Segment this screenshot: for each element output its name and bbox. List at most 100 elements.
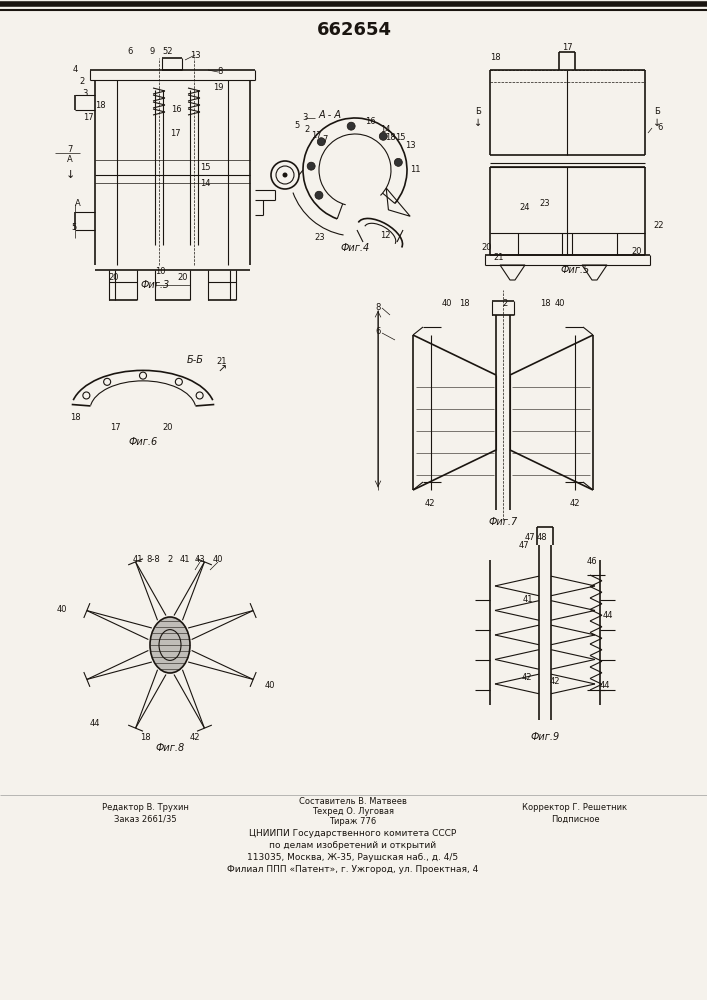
Text: 23: 23	[315, 232, 325, 241]
Text: Фиг.9: Фиг.9	[530, 732, 560, 742]
Text: ↓: ↓	[65, 170, 75, 180]
Circle shape	[347, 122, 355, 130]
Text: Фиг.3: Фиг.3	[141, 280, 170, 290]
Text: 20: 20	[632, 247, 642, 256]
Text: Редактор В. Трухин: Редактор В. Трухин	[102, 802, 189, 812]
Circle shape	[283, 172, 288, 178]
Text: 41: 41	[133, 556, 144, 564]
Text: А: А	[67, 155, 73, 164]
Text: Составитель В. Матвеев: Составитель В. Матвеев	[299, 796, 407, 806]
Text: 42: 42	[550, 678, 560, 686]
Text: 8-8: 8-8	[146, 556, 160, 564]
Text: 42: 42	[522, 672, 532, 682]
Text: 5: 5	[71, 223, 76, 232]
Text: 52: 52	[163, 47, 173, 56]
Text: 19: 19	[213, 84, 223, 93]
Text: ↓: ↓	[474, 118, 482, 128]
Text: 7: 7	[322, 135, 327, 144]
Text: 13: 13	[189, 50, 200, 60]
Text: 18: 18	[539, 298, 550, 308]
Text: 23: 23	[539, 198, 550, 208]
Text: Корректор Г. Решетник: Корректор Г. Решетник	[522, 802, 628, 812]
Text: 42: 42	[570, 498, 580, 508]
Text: 14: 14	[200, 178, 210, 188]
Text: 4: 4	[72, 66, 78, 75]
Text: 11: 11	[410, 165, 420, 174]
Text: 2: 2	[168, 556, 173, 564]
Text: 13: 13	[404, 140, 415, 149]
Text: А - А: А - А	[318, 110, 341, 120]
Text: Фиг.4: Фиг.4	[340, 243, 370, 253]
Text: Фиг.5: Фиг.5	[561, 265, 590, 275]
Text: 22: 22	[654, 221, 665, 230]
Text: ↓: ↓	[653, 118, 661, 128]
Text: 2: 2	[305, 125, 310, 134]
Text: Б: Б	[475, 107, 481, 116]
Text: по делам изобретений и открытий: по делам изобретений и открытий	[269, 840, 436, 850]
Text: 2: 2	[79, 78, 85, 87]
Circle shape	[307, 162, 315, 170]
Text: 21: 21	[493, 253, 504, 262]
Text: 44: 44	[90, 718, 100, 728]
Text: Фиг.8: Фиг.8	[156, 743, 185, 753]
Circle shape	[317, 138, 325, 146]
Text: Заказ 2661/35: Заказ 2661/35	[114, 814, 176, 824]
Text: Б: Б	[654, 107, 660, 116]
Text: 9: 9	[149, 47, 155, 56]
Text: 5: 5	[294, 120, 300, 129]
Circle shape	[315, 191, 323, 199]
Text: 3: 3	[82, 89, 88, 98]
Text: 40: 40	[442, 298, 452, 308]
Text: 20: 20	[163, 424, 173, 432]
Text: ↗: ↗	[217, 365, 227, 375]
Text: Техред О. Луговая: Техред О. Луговая	[312, 806, 394, 816]
Text: 2: 2	[503, 298, 508, 308]
Text: 24: 24	[520, 204, 530, 213]
Text: 17: 17	[83, 113, 93, 122]
Text: 48: 48	[537, 534, 547, 542]
Text: 40: 40	[264, 680, 275, 690]
Text: 47: 47	[525, 534, 535, 542]
Text: 113035, Москва, Ж-35, Раушская наб., д. 4/5: 113035, Москва, Ж-35, Раушская наб., д. …	[247, 852, 459, 861]
Text: 18: 18	[385, 133, 395, 142]
Text: 44: 44	[603, 610, 613, 619]
Text: 6: 6	[127, 47, 133, 56]
Text: 20: 20	[177, 273, 188, 282]
Text: Фиг.6: Фиг.6	[129, 437, 158, 447]
Text: 17: 17	[561, 43, 572, 52]
Text: 6: 6	[658, 123, 662, 132]
Text: Тираж 776: Тираж 776	[329, 816, 377, 826]
Text: 17: 17	[310, 130, 321, 139]
Text: 15: 15	[395, 133, 405, 142]
Text: 42: 42	[189, 734, 200, 742]
Text: Подписное: Подписное	[551, 814, 600, 824]
Text: Фиг.7: Фиг.7	[489, 517, 518, 527]
Text: 6: 6	[375, 328, 380, 336]
Text: 662654: 662654	[317, 21, 392, 39]
Text: 41: 41	[180, 556, 190, 564]
Text: 20: 20	[109, 273, 119, 282]
Text: 12: 12	[380, 231, 390, 239]
Text: 16: 16	[365, 117, 375, 126]
Text: А: А	[75, 198, 81, 208]
Text: 21: 21	[217, 358, 227, 366]
Text: 10: 10	[155, 266, 165, 275]
Text: 14: 14	[380, 125, 390, 134]
Text: 42: 42	[425, 498, 436, 508]
Text: 44: 44	[600, 680, 610, 690]
Text: 20: 20	[481, 243, 492, 252]
Text: 16: 16	[170, 105, 181, 114]
Text: 46: 46	[587, 558, 597, 566]
Text: 15: 15	[200, 163, 210, 172]
Circle shape	[395, 158, 402, 166]
Text: 18: 18	[140, 734, 151, 742]
Circle shape	[379, 132, 387, 140]
Text: 17: 17	[170, 128, 180, 137]
Text: 18: 18	[490, 53, 501, 62]
Text: 41: 41	[522, 595, 533, 604]
Text: 18: 18	[459, 298, 469, 308]
Text: 47: 47	[519, 542, 530, 550]
Text: 40: 40	[555, 298, 566, 308]
Text: Филиал ППП «Патент», г. Ужгород, ул. Проектная, 4: Филиал ППП «Патент», г. Ужгород, ул. Про…	[228, 864, 479, 874]
Text: 3: 3	[303, 113, 308, 122]
